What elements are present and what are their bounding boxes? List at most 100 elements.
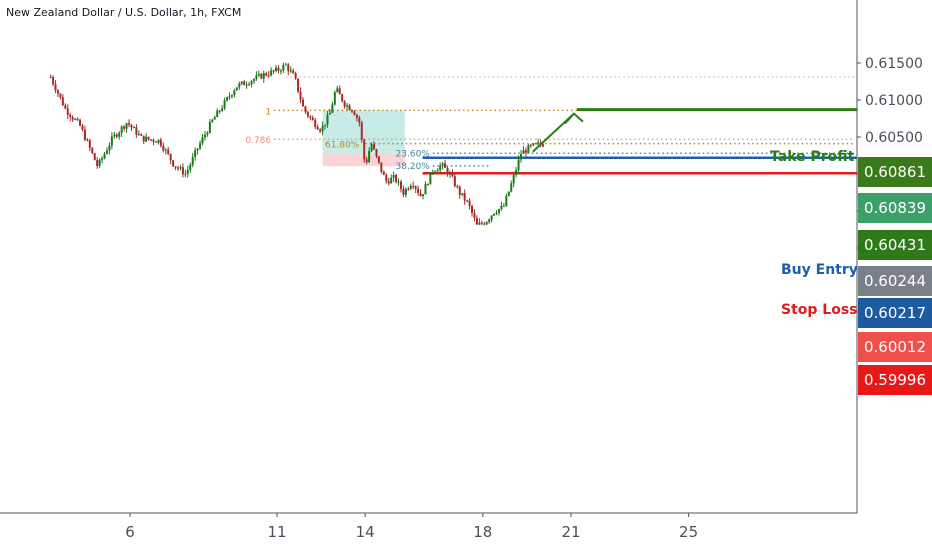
candle-body xyxy=(341,94,344,102)
candle-body xyxy=(230,95,233,97)
candle-body xyxy=(123,126,126,129)
candle-body xyxy=(201,137,204,144)
candle-body xyxy=(436,170,439,172)
candle-body xyxy=(206,132,209,135)
candle-body xyxy=(211,119,214,123)
candle-body xyxy=(306,111,309,117)
candle-body xyxy=(512,174,515,184)
candle-body xyxy=(208,122,211,133)
candle-body xyxy=(235,87,238,91)
candle-body xyxy=(382,171,385,175)
candle-body xyxy=(66,108,69,115)
projection-arrowhead xyxy=(564,112,584,125)
candle-body xyxy=(191,156,194,165)
candle-body xyxy=(184,173,187,175)
candle-body xyxy=(64,105,67,109)
candle-body xyxy=(277,67,280,71)
candle-body xyxy=(157,139,160,143)
candle-body xyxy=(265,73,268,76)
candle-body xyxy=(537,142,540,144)
candle-body xyxy=(216,110,219,117)
candle-body xyxy=(417,188,420,193)
candle-body xyxy=(495,212,498,214)
candle-body xyxy=(448,173,451,175)
candle-body xyxy=(333,92,336,105)
candle-body xyxy=(365,159,368,163)
take-profit-annotation: Take Profit xyxy=(770,149,855,165)
candle-body xyxy=(272,70,275,72)
x-tick-label: 6 xyxy=(125,523,135,541)
candle-body xyxy=(336,88,339,93)
candle-body xyxy=(466,200,469,202)
candle-body xyxy=(169,153,172,161)
candle-body xyxy=(179,167,182,169)
candle-body xyxy=(507,191,510,196)
candle-body xyxy=(431,172,434,174)
candle-body xyxy=(446,168,449,175)
candle-body xyxy=(255,75,258,80)
candle-body xyxy=(522,150,525,154)
candle-body xyxy=(162,145,165,151)
candle-body xyxy=(226,97,229,101)
x-tick-label: 25 xyxy=(679,523,698,541)
candle-body xyxy=(475,217,478,225)
candle-body xyxy=(471,205,474,214)
candle-body xyxy=(93,153,96,161)
candle-body xyxy=(108,145,111,151)
candle-body xyxy=(397,181,400,183)
candle-body xyxy=(338,88,341,95)
buy-entry-annotation: Buy Entry xyxy=(781,262,858,278)
candle-body xyxy=(439,165,442,171)
candle-body xyxy=(213,116,216,120)
candle-body xyxy=(142,135,145,142)
candle-body xyxy=(287,64,290,72)
candle-body xyxy=(164,149,167,151)
candle-body xyxy=(49,77,52,79)
candle-body xyxy=(294,73,297,79)
candle-body xyxy=(282,65,285,71)
candle-body xyxy=(289,70,292,72)
candle-body xyxy=(243,81,246,86)
price-label-stop-loss: 0.59996 xyxy=(858,365,932,395)
y-tick-label: 0.60500 xyxy=(865,130,923,146)
candle-body xyxy=(150,139,153,141)
candle-body xyxy=(458,186,461,195)
candle-body xyxy=(355,114,358,118)
candle-body xyxy=(128,123,131,125)
candle-body xyxy=(140,134,143,136)
candle-body xyxy=(441,163,444,166)
candle-body xyxy=(515,169,518,175)
candle-body xyxy=(91,147,94,154)
candle-body xyxy=(301,99,304,107)
x-tick-label: 21 xyxy=(561,523,580,541)
candle-body xyxy=(326,114,329,125)
candle-body xyxy=(532,143,535,146)
candle-body xyxy=(284,64,287,66)
candle-body xyxy=(260,73,263,79)
candle-body xyxy=(83,129,86,141)
candle-body xyxy=(221,108,224,111)
candle-body xyxy=(245,84,248,86)
candle-body xyxy=(399,181,402,189)
candle-body xyxy=(248,84,251,86)
candle-body xyxy=(375,149,378,157)
candle-body xyxy=(485,221,488,225)
candle-body xyxy=(527,145,530,153)
candle-body xyxy=(292,70,295,74)
candle-body xyxy=(59,93,62,98)
candle-body xyxy=(321,125,324,132)
candle-body xyxy=(328,112,331,115)
candle-body xyxy=(238,83,241,88)
candle-body xyxy=(118,132,121,137)
candle-body xyxy=(346,105,349,107)
candle-body xyxy=(71,117,74,120)
candle-body xyxy=(463,193,466,201)
candle-body xyxy=(314,120,317,128)
candle-body xyxy=(228,96,231,98)
candle-body xyxy=(483,223,486,225)
candle-body xyxy=(96,160,99,167)
candle-body xyxy=(115,134,118,137)
candle-body xyxy=(86,140,89,142)
candle-body xyxy=(270,70,273,76)
